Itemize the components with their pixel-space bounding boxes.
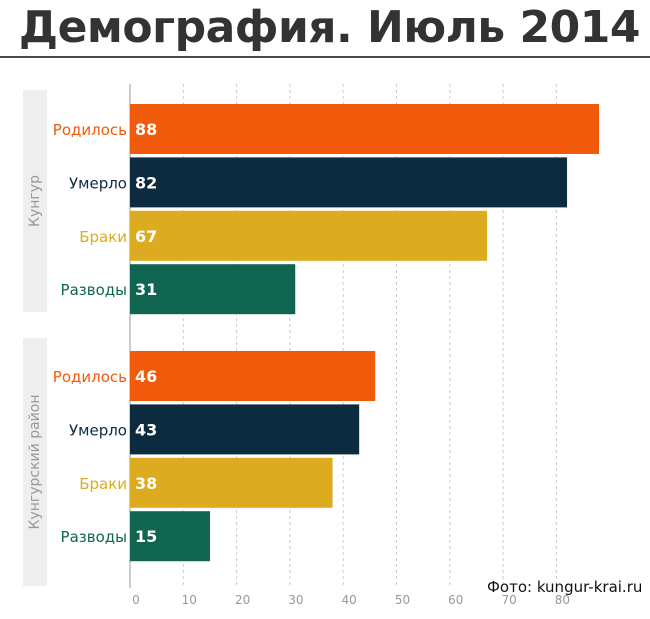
x-tick-label: 60: [448, 593, 463, 607]
bar: [130, 351, 376, 401]
category-label: Родилось: [53, 121, 127, 139]
x-tick-label: 40: [342, 593, 357, 607]
bar: [130, 404, 360, 455]
bar: [130, 210, 488, 261]
bar-value-label: 38: [135, 474, 157, 493]
group-label: Кунгур: [27, 175, 43, 227]
group-band: [23, 90, 47, 312]
bar: [130, 264, 296, 315]
bars: [130, 104, 600, 562]
group-bands: [23, 90, 47, 586]
bar-value-label: 46: [135, 367, 157, 386]
title-divider: [0, 56, 650, 58]
bar: [130, 104, 600, 154]
bar-value-label: 88: [135, 120, 157, 139]
group-band: [23, 338, 47, 586]
category-label: Разводы: [61, 281, 127, 299]
category-label: Умерло: [69, 421, 127, 439]
bar-value-label: 82: [135, 173, 157, 192]
bar-value-label: 67: [135, 227, 157, 246]
category-label: Браки: [79, 475, 127, 493]
category-label: Родилось: [53, 368, 127, 386]
page-title: Демография. Июль 2014: [18, 2, 641, 53]
bar-value-label: 31: [135, 280, 157, 299]
x-tick-label: 80: [555, 593, 570, 607]
x-tick-label: 30: [288, 593, 303, 607]
photo-credit: Фото: kungur-krai.ru: [487, 578, 643, 596]
bar: [130, 157, 568, 208]
bar-value-label: 43: [135, 420, 157, 439]
x-tick-label: 50: [395, 593, 410, 607]
x-tick-label: 0: [132, 593, 140, 607]
category-label: Разводы: [61, 528, 127, 546]
bar-value-label: 15: [135, 527, 157, 546]
group-label: Кунгурский район: [27, 395, 43, 530]
x-tick-label: 10: [182, 593, 197, 607]
bar: [130, 511, 210, 562]
category-label: Умерло: [69, 174, 127, 192]
labels: Кунгур Кунгурский район 0 10 20 30 40 50 60 70 80 8…: [27, 120, 570, 607]
x-tick-label: 20: [235, 593, 250, 607]
category-label: Браки: [79, 228, 127, 246]
x-tick-label: 70: [501, 593, 516, 607]
bar: [130, 457, 333, 508]
